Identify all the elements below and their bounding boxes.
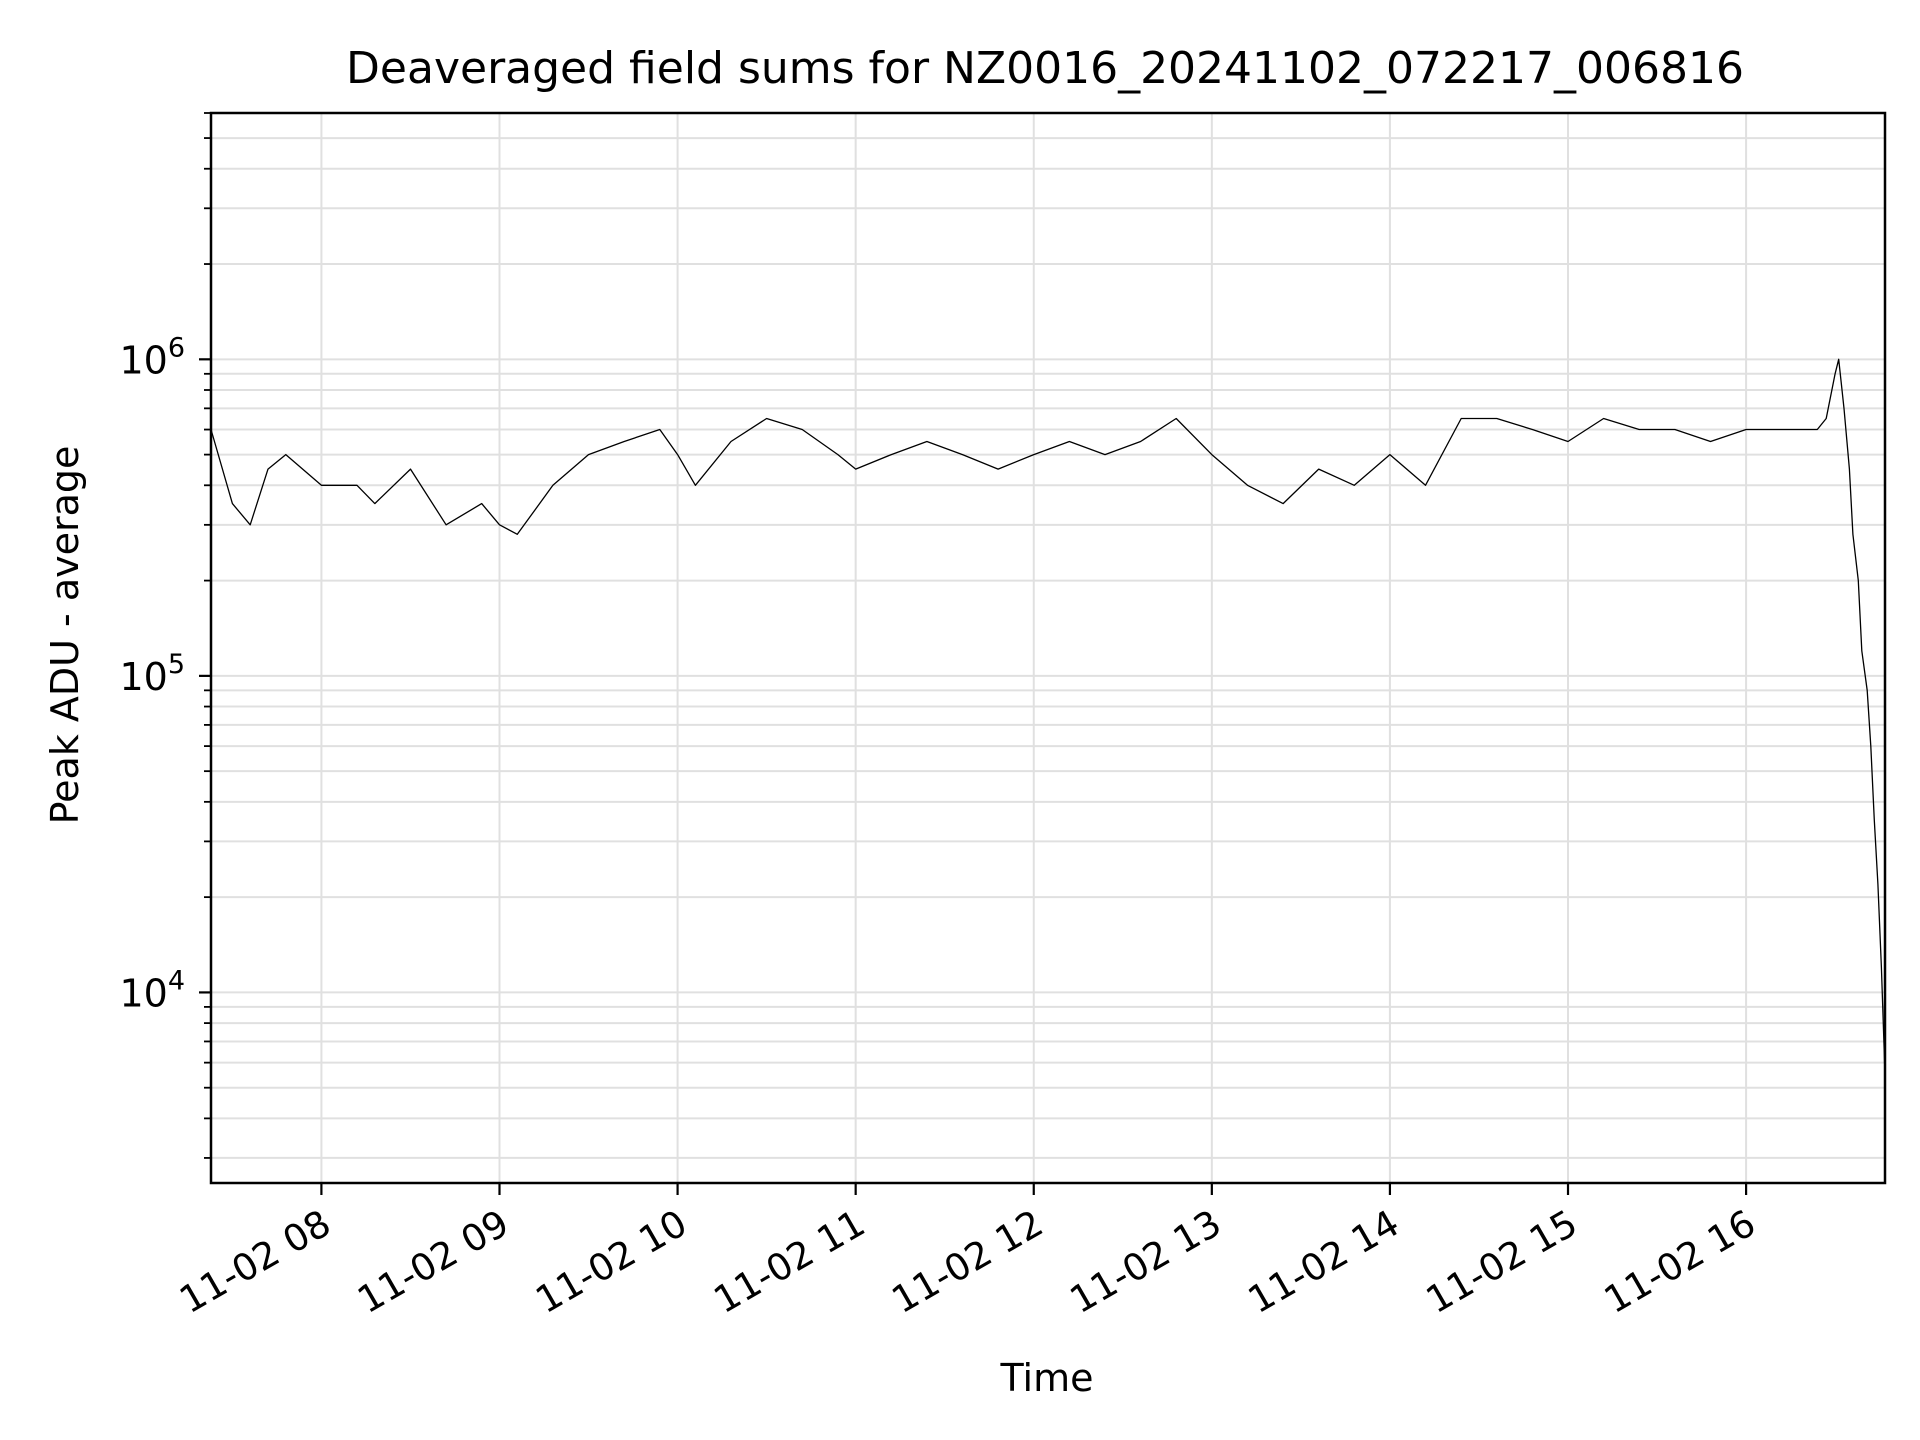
x-tick-label: 11-02 08 — [172, 1202, 338, 1322]
y-tick-label-exponent: 6 — [168, 332, 185, 363]
x-tick-label: 11-02 16 — [1597, 1202, 1763, 1322]
y-tick-label-exponent: 5 — [168, 649, 185, 680]
y-tick-label: 106 — [119, 332, 185, 382]
x-tick-label: 11-02 14 — [1241, 1202, 1407, 1322]
chart-title: Deaveraged field sums for NZ0016_2024110… — [346, 43, 1744, 94]
x-tick-label: 11-02 10 — [529, 1202, 695, 1322]
x-tick-label: 11-02 12 — [885, 1202, 1051, 1322]
x-tick-label: 11-02 15 — [1419, 1202, 1585, 1322]
series-line — [210, 358, 1886, 1075]
x-tick-label: 11-02 13 — [1063, 1202, 1229, 1322]
y-tick-label: 105 — [119, 649, 185, 699]
x-tick-label: 11-02 11 — [707, 1202, 873, 1322]
y-axis-ticks: 104 105 106 — [119, 112, 211, 1159]
grid-lines — [211, 112, 1885, 1183]
y-tick-label-exponent: 4 — [168, 965, 185, 996]
y-tick-label: 104 — [119, 965, 185, 1015]
x-axis-label: Time — [1000, 1356, 1094, 1400]
y-axis-label: Peak ADU - average — [43, 446, 87, 825]
series-layer — [210, 358, 1886, 1075]
plot-frame — [209, 111, 1887, 1185]
x-tick-label: 11-02 09 — [350, 1202, 516, 1322]
x-axis-ticks: 11-02 08 11-02 09 11-02 10 11-02 11 11-02 12… — [172, 1183, 1763, 1322]
